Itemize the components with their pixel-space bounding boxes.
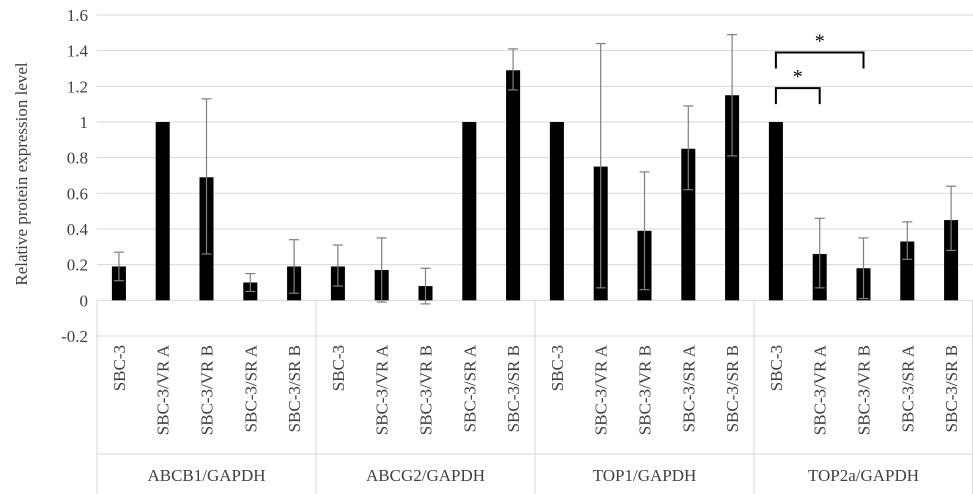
bar [111,266,126,301]
gridlines [96,14,973,494]
bar [768,122,783,301]
significance-label: * [793,66,803,88]
bars [111,70,959,301]
bar [944,220,959,301]
y-tick-label: -0.2 [61,327,88,346]
bar [506,70,521,301]
x-category-label: SBC-3/SR A [898,344,917,432]
x-category-label: SBC-3/SR B [942,345,961,432]
bar [725,95,740,301]
x-category-label: SBC-3/VR B [855,345,874,435]
x-category-label: SBC-3 [548,345,567,391]
x-category-label: SBC-3/SR A [241,344,260,432]
y-tick-label: 1.4 [67,42,89,61]
x-group-label: ABCG2/GAPDH [366,466,485,485]
x-category-label: SBC-3/SR A [460,344,479,432]
significance-annotations: ** [774,30,865,105]
x-category-label: SBC-3/SR B [504,345,523,432]
x-group-label: ABCB1/GAPDH [147,466,265,485]
y-tick-label: 1.6 [67,6,88,25]
y-tick-label: 0 [80,291,89,310]
y-tick-label: 0.2 [67,256,88,275]
bar [462,122,477,301]
x-category-label: SBC-3/VR A [592,344,611,435]
x-category-label: SBC-3/VR B [636,345,655,435]
x-category-labels: SBC-3 SBC-3/VR A SBC-3/VR B SBC-3/SR A SBC-3… [110,344,961,435]
x-category-label: SBC-3/VR B [198,345,217,435]
significance-bracket [774,87,821,105]
x-category-label: SBC-3 [329,345,348,391]
bar [900,241,915,301]
significance-bracket [774,51,865,69]
x-group-label: TOP2a/GAPDH [808,466,919,485]
y-tick-label: 1 [80,113,89,132]
x-group-label: TOP1/GAPDH [593,466,697,485]
x-category-label: SBC-3 [110,345,129,391]
x-category-label: SBC-3/SR B [723,345,742,432]
x-group-labels: ABCB1/GAPDH ABCG2/GAPDH TOP1/GAPDH TOP2a/GA… [147,466,919,485]
x-category-label: SBC-3/VR B [417,345,436,435]
y-tick-label: 0.4 [67,220,89,239]
x-category-label: SBC-3/SR A [679,344,698,432]
bar [549,122,564,301]
y-tick-labels: -0.2 0 0.2 0.4 0.6 0.8 1 1.2 1.4 1.6 [61,6,88,346]
x-category-label: SBC-3/VR A [154,344,173,435]
y-tick-label: 1.2 [67,77,88,96]
y-tick-label: 0.6 [67,184,88,203]
x-category-label: SBC-3/SR B [285,345,304,432]
bar [681,148,696,301]
error-bars [113,34,957,305]
y-axis-label: Relative protein expression level [12,62,31,286]
x-category-label: SBC-3 [767,345,786,391]
x-category-label: SBC-3/VR A [373,344,392,435]
significance-label: * [815,30,825,52]
bar [155,122,170,301]
y-tick-label: 0.8 [67,149,88,168]
x-category-label: SBC-3/VR A [811,344,830,435]
